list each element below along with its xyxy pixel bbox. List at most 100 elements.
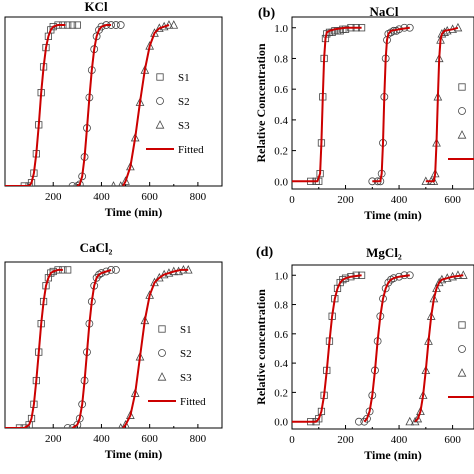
chart-panel-1: 200 400 600 800 S1 S2 S3 Fitted Time (min) KCl [4,0,223,219]
data-point-s3 [410,416,420,426]
x-tick-label: 600 [444,194,461,206]
x-tick-label: 600 [141,433,158,445]
data-point-s1 [68,21,77,29]
data-point-s3 [413,413,423,423]
y-tick-label: 0.2 [274,387,288,399]
x-tick-label: 800 [190,191,207,203]
y-tick-label: 0.6 [274,84,288,96]
y-tick-label: 0.6 [274,329,288,341]
series-s2-points [68,21,125,186]
legend-label: S1 [180,324,192,336]
x-tick-label: 400 [391,434,408,446]
legend-label: S3 [178,120,190,132]
legend-label: S3 [180,372,192,384]
x-tick-label: 200 [337,434,354,446]
data-point-s3 [416,406,425,416]
fitted-line-segment-3 [122,24,170,186]
data-point-s1 [20,182,28,186]
panel-letter: (d) [256,245,273,260]
plot-frame [291,16,474,190]
series-s2-points [63,266,120,428]
data-point-s2 [360,417,369,426]
data-point-s3 [121,419,130,428]
series-s2-points [368,23,414,186]
fitted-line-segment-1 [5,24,66,186]
fitted-line-segment-2 [71,268,112,428]
data-point-s2 [95,270,103,279]
series-s1-points [15,266,72,428]
data-point-s2 [68,182,77,186]
x-axis-title: Time (min) [105,205,162,219]
plot-frame [291,264,474,430]
plot-frame [4,261,223,429]
series-group [5,20,179,186]
legend-marker-s3 [457,130,467,139]
legend-marker-s2 [458,107,466,115]
legend-marker-s1 [158,325,166,333]
panel-title: CaCl₂ [80,240,113,255]
y-tick-label: 1.0 [274,270,288,282]
x-tick-label: 0 [289,194,295,206]
series-s1-points [307,24,366,185]
data-point-s1 [47,269,55,277]
x-tick-label: 400 [391,194,408,206]
data-point-s2 [116,21,125,29]
series-s3-points [421,22,463,185]
fitted-line-segment-3 [414,274,464,423]
fitted-line-segment-2 [372,26,410,183]
data-point-s1 [339,276,347,284]
y-tick-label: 0.8 [274,300,288,312]
data-point-s2 [384,278,393,287]
y-tick-label: 1.0 [274,23,288,35]
legend-label: S2 [178,96,190,108]
chart-panel-3: 200 400 600 800 S1 S2 S3 Fitted Time (min) CaCl₂ [4,240,223,461]
x-tick-label: 400 [93,191,110,203]
data-point-s1 [64,21,72,29]
data-point-s2 [102,267,111,276]
plot-frame [4,16,223,187]
x-tick-label: 200 [45,191,62,203]
fitted-line-segment-3 [425,26,459,183]
data-point-s2 [107,266,115,274]
data-point-s1 [49,23,57,31]
series-group [292,22,463,186]
panel-title: MgCl₂ [366,245,402,260]
data-point-s3 [405,416,415,426]
data-point-s2 [363,414,371,423]
legend-marker-s2 [156,97,164,105]
y-tick-label: 0.0 [274,417,288,429]
chart-panel-2: 0 200 400 600 0.0 0.2 0.4 0.6 0.8 1.0 S1S2S3Fitted… [254,4,474,222]
data-point-s2 [97,22,106,31]
panel-title: KCl [84,0,108,14]
y-axis-title: Relative Concentration [254,43,268,162]
data-point-s3 [118,423,124,428]
data-point-s1 [49,267,57,276]
series-group [5,265,193,428]
legend-marker-s2 [458,345,466,353]
data-point-s1 [315,415,323,423]
x-tick-label: 600 [444,434,461,446]
y-tick-label: 0.8 [274,53,288,65]
data-point-s2 [97,269,106,277]
fitted-line-segment-1 [292,274,362,423]
data-point-s2 [112,21,120,29]
chart-panel-4: 0 200 400 600 0.0 0.2 0.4 0.6 0.8 1.0 S1S2S3Fitted… [254,245,474,462]
panel-title: NaCl [370,4,399,19]
legend-marker-s1 [458,83,466,91]
series-s3-points [405,270,468,426]
panel-letter: (b) [258,6,275,21]
x-tick-label: 0 [289,434,295,446]
data-point-s3 [110,181,117,186]
data-point-s2 [73,182,82,186]
data-point-s1 [25,182,33,186]
legend-label: Fitted [180,396,206,408]
data-point-s1 [341,25,350,33]
fitted-line-segment-3 [122,268,189,428]
data-point-s2 [355,417,363,426]
legend-label: S2 [180,348,192,360]
y-tick-label: 0.4 [274,358,288,370]
